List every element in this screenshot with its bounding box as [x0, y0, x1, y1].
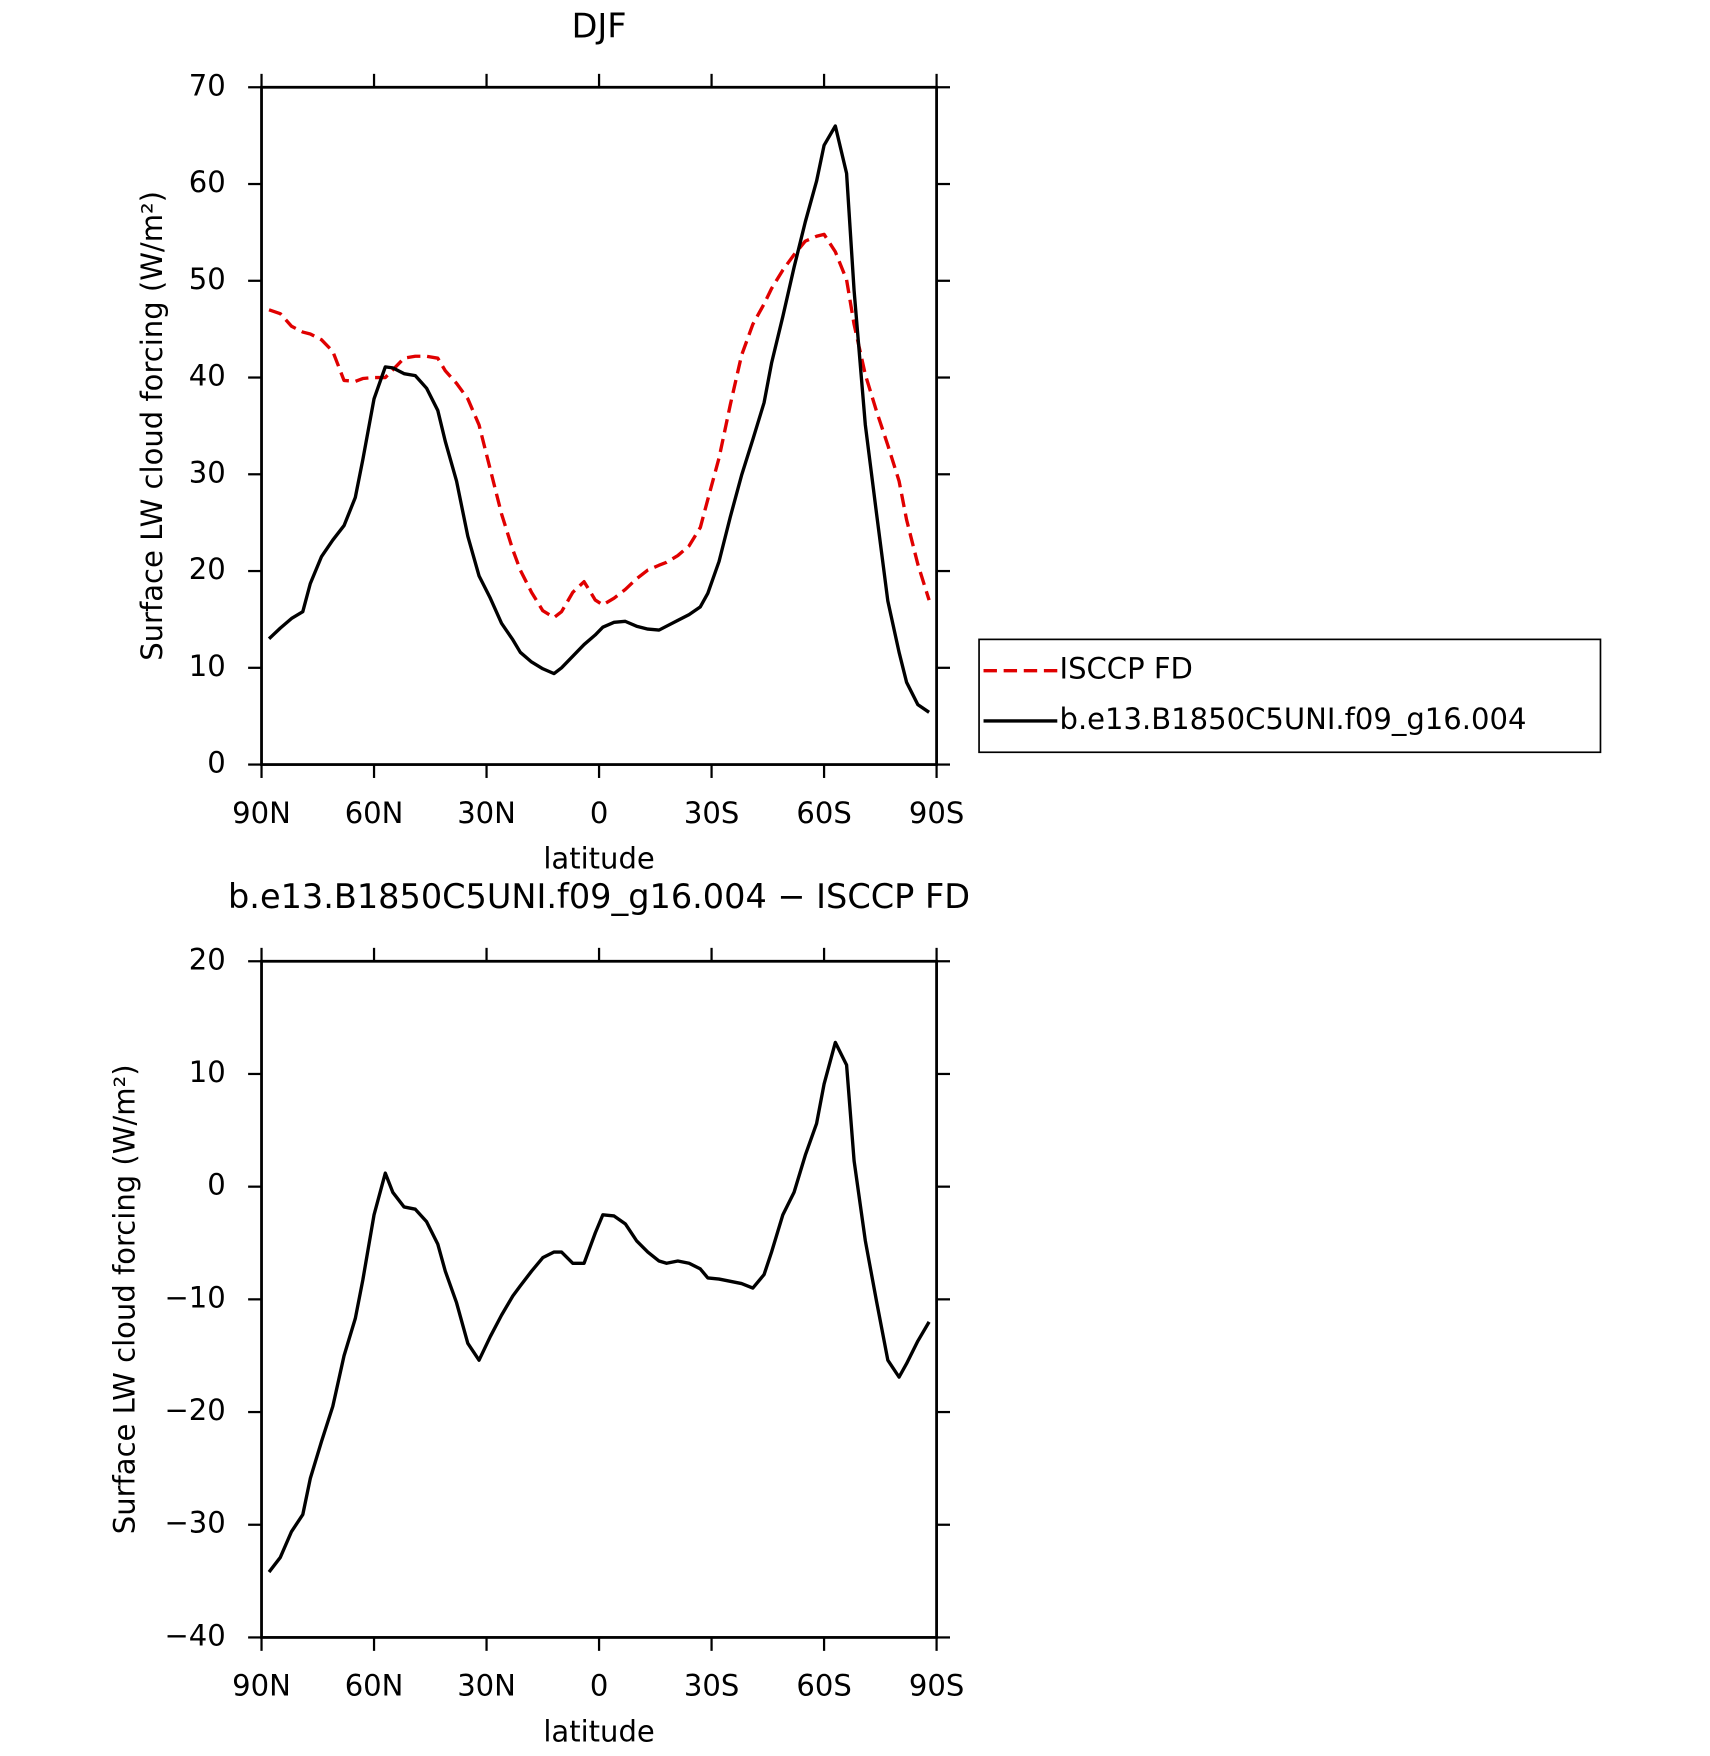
chart-title: b.e13.B1850C5UNI.f09_g16.004 − ISCCP FD — [228, 877, 970, 916]
plot-frame — [260, 959, 938, 1639]
data-line — [267, 124, 931, 714]
y-axis-label: Surface LW cloud forcing (W/m²) — [107, 1064, 141, 1534]
y-tick-label: −10 — [164, 1280, 225, 1314]
legend-label: ISCCP FD — [1060, 652, 1193, 686]
y-tick-label: 0 — [207, 1168, 225, 1202]
y-tick-label: −30 — [164, 1506, 225, 1540]
x-tick-label: 30N — [457, 1669, 516, 1703]
y-tick-label: 40 — [189, 359, 226, 393]
y-tick-label: 50 — [189, 262, 226, 296]
y-tick-label: −20 — [164, 1393, 225, 1427]
y-axis-label: Surface LW cloud forcing (W/m²) — [135, 191, 169, 661]
x-tick-label: 90S — [909, 1669, 964, 1703]
y-tick-label: 30 — [189, 455, 226, 489]
y-tick-label: 70 — [189, 68, 226, 102]
y-tick-label: 10 — [189, 1055, 226, 1089]
y-tick-label: 20 — [189, 552, 226, 586]
y-tick-label: 10 — [189, 649, 226, 683]
data-line — [267, 1040, 931, 1574]
x-tick-label: 30N — [457, 796, 516, 830]
x-axis-label: latitude — [543, 842, 654, 876]
chart-title: DJF — [572, 7, 627, 46]
y-tick-label: 60 — [189, 165, 226, 199]
x-tick-label: 30S — [684, 796, 739, 830]
x-tick-label: 90N — [232, 796, 291, 830]
plot-frame — [260, 85, 938, 766]
x-tick-label: 90S — [909, 796, 964, 830]
x-tick-label: 60N — [345, 1669, 404, 1703]
x-tick-label: 60N — [345, 796, 404, 830]
x-tick-label: 90N — [232, 1669, 291, 1703]
y-tick-label: 0 — [207, 746, 225, 780]
x-tick-label: 30S — [684, 1669, 739, 1703]
y-tick-label: 20 — [189, 942, 226, 976]
x-tick-label: 0 — [590, 1669, 608, 1703]
legend-box — [978, 638, 1602, 754]
x-axis-label: latitude — [543, 1715, 654, 1749]
y-tick-label: −40 — [164, 1618, 225, 1652]
x-tick-label: 60S — [796, 796, 851, 830]
data-line — [268, 232, 931, 620]
x-tick-label: 0 — [590, 796, 608, 830]
x-tick-label: 60S — [796, 1669, 851, 1703]
legend-label: b.e13.B1850C5UNI.f09_g16.004 — [1060, 702, 1527, 736]
